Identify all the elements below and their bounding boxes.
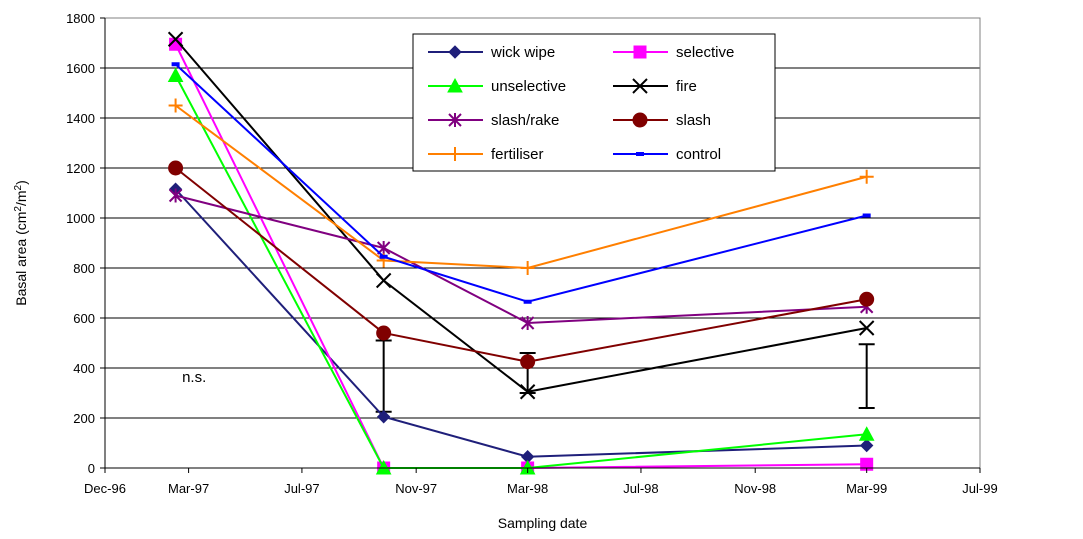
legend-label-control: control — [676, 146, 721, 163]
series-line-slash — [174, 167, 867, 363]
data-point-unselective — [858, 426, 875, 441]
data-point-slash — [520, 354, 536, 370]
y-tick-label: 1000 — [66, 211, 95, 226]
legend-label-selective: selective — [676, 44, 734, 61]
legend-marker-slash — [632, 112, 648, 128]
data-point-wick-wipe — [376, 410, 391, 424]
data-point-fire — [519, 384, 536, 400]
y-axis-title-mid: /m — [13, 190, 29, 206]
x-tick-label: Nov-97 — [395, 481, 437, 496]
data-point-slash-rake — [520, 316, 535, 330]
y-axis-title-sup2: 2 — [13, 184, 24, 190]
legend-label-slash-rake: slash/rake — [491, 112, 559, 129]
legend-label-slash: slash — [676, 112, 711, 129]
legend-label-unselective: unselective — [491, 78, 566, 95]
series-line-fertiliser — [174, 104, 867, 270]
data-point-fertiliser — [168, 98, 183, 113]
series-control — [171, 62, 871, 304]
series-slash — [168, 160, 875, 370]
data-point-fertiliser — [520, 261, 535, 275]
data-point-fire — [858, 320, 875, 336]
series-line-wick-wipe — [174, 188, 867, 458]
y-axis-title-sup1: 2 — [13, 206, 24, 212]
data-point-slash — [859, 291, 875, 307]
x-tick-label: Mar-99 — [846, 481, 887, 496]
legend-marker-selective — [633, 45, 647, 59]
y-axis-title: Basal area (cm2/m2) — [13, 180, 30, 306]
data-point-slash — [376, 325, 392, 341]
y-tick-label: 400 — [73, 361, 95, 376]
data-point-slash — [168, 160, 184, 176]
legend-marker-unselective — [447, 77, 463, 93]
x-tick-label: Mar-97 — [168, 481, 209, 496]
axes — [100, 17, 981, 473]
series-line-control — [174, 63, 867, 303]
series-slash-rake — [168, 188, 874, 330]
y-tick-label: 0 — [88, 461, 95, 476]
x-tick-label: Nov-98 — [734, 481, 776, 496]
legend-box — [412, 33, 776, 172]
x-tick-labels: Dec-96 Mar-97 Jul-97 Nov-97 Mar-98 Jul-98 Nov-… — [84, 481, 998, 496]
data-point-control — [523, 299, 532, 304]
y-tick-label: 200 — [73, 411, 95, 426]
data-point-slash-rake — [168, 188, 183, 203]
y-axis-title-end: ) — [13, 180, 29, 185]
x-tick-label: Mar-98 — [507, 481, 548, 496]
annotations: n.s. — [182, 369, 206, 386]
y-tick-labels: 0 200 400 600 800 1000 1200 1400 1600 1800 — [66, 11, 95, 476]
x-tick-label: Jul-98 — [623, 481, 658, 496]
data-point-unselective — [167, 67, 184, 82]
data-point-control — [379, 254, 388, 259]
legend-label-wick-wipe: wick wipe — [490, 44, 555, 61]
data-point-fire — [167, 31, 184, 47]
y-tick-label: 1200 — [66, 161, 95, 176]
error-bars — [375, 339, 875, 413]
legend: wick wipe selective unselective fire slash/r… — [412, 33, 776, 172]
data-point-control — [171, 62, 180, 67]
data-point-wick-wipe — [859, 438, 874, 453]
series-line-slash-rake — [175, 194, 867, 325]
y-tick-label: 1400 — [66, 111, 95, 126]
series-wick-wipe — [168, 182, 874, 464]
legend-marker-wick-wipe — [448, 45, 462, 59]
legend-marker-fire — [632, 78, 648, 94]
x-axis-title: Sampling date — [498, 515, 588, 531]
y-axis-title-main: Basal area (cm — [13, 212, 29, 306]
y-tick-label: 600 — [73, 311, 95, 326]
series-group — [167, 31, 875, 475]
y-tick-label: 1800 — [66, 11, 95, 26]
data-point-fertiliser — [859, 169, 874, 184]
annotation-label: n.s. — [182, 369, 206, 386]
y-tick-label: 1600 — [66, 61, 95, 76]
legend-marker-control — [636, 152, 644, 156]
data-point-control — [862, 213, 871, 218]
legend-marker-fertiliser — [448, 147, 462, 161]
legend-marker-slash-rake — [448, 113, 462, 127]
data-point-fire — [375, 272, 392, 289]
x-tick-label: Jul-99 — [962, 481, 997, 496]
y-tick-label: 800 — [73, 261, 95, 276]
x-tick-label: Jul-97 — [284, 481, 319, 496]
legend-label-fire: fire — [676, 78, 697, 95]
legend-label-fertiliser: fertiliser — [491, 146, 544, 163]
x-tick-label: Dec-96 — [84, 481, 126, 496]
